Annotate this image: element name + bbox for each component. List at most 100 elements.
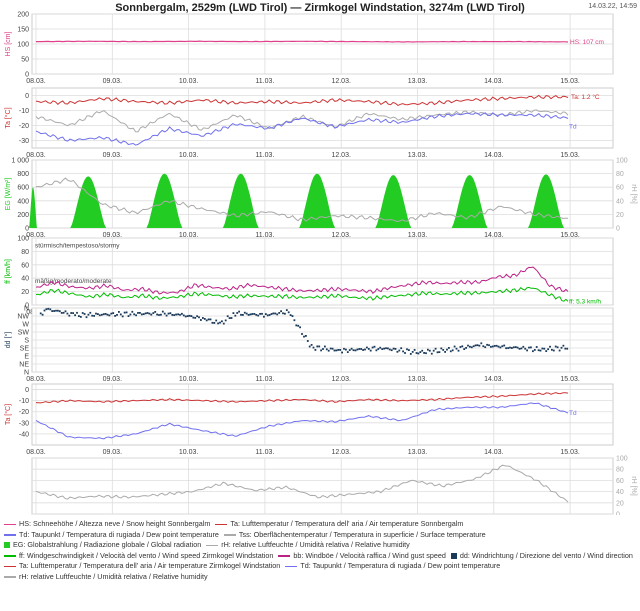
dir-point xyxy=(406,348,408,351)
temp2-x-tick-label: 09.03. xyxy=(103,449,123,456)
dir-point xyxy=(270,313,273,315)
dir-point xyxy=(411,351,414,353)
temp1-annotation: Ta: 1.2 °C xyxy=(571,93,600,101)
rh-y2-tick-label: 40 xyxy=(616,489,624,496)
dir-point xyxy=(524,347,527,350)
dir-point xyxy=(234,314,237,317)
dir-y-tick-label: NW xyxy=(17,314,29,321)
hs-y-tick-label: 150 xyxy=(17,27,29,34)
dir-point xyxy=(177,313,179,316)
temp2-y-tick-label: -40 xyxy=(19,431,29,438)
dir-point xyxy=(453,345,456,348)
dir-point xyxy=(339,349,342,351)
dir-point xyxy=(427,348,429,351)
dir-y-tick-label: S xyxy=(24,338,29,345)
dir-x-tick-label: 13.03. xyxy=(408,376,428,383)
timestamp: 14.03.22, 14:59 xyxy=(588,3,637,10)
legend-swatch xyxy=(4,576,16,578)
temp1-frame xyxy=(31,87,614,149)
dir-point xyxy=(337,349,340,351)
rad-x-tick-label: 09.03. xyxy=(103,232,123,239)
dir-point xyxy=(47,307,50,310)
dir-point xyxy=(226,315,229,318)
rad-y2-tick-label: 20 xyxy=(616,212,624,219)
dir-point xyxy=(148,312,151,315)
rh-y2-tick-label: 100 xyxy=(616,456,628,463)
temp1-x-tick-label: 08.03. xyxy=(26,152,46,159)
dir-point xyxy=(434,347,437,350)
temp2-annotation: Td xyxy=(569,410,577,417)
dir-point xyxy=(459,346,462,348)
rh-frame xyxy=(31,457,614,515)
temp2-x-tick-label: 15.03. xyxy=(560,449,580,456)
dir-point xyxy=(160,313,162,316)
dir-point xyxy=(179,313,181,316)
dir-point xyxy=(169,312,172,315)
dir-point xyxy=(560,346,563,349)
dir-point xyxy=(100,313,103,316)
temp2-panel: -40 -30 -20 -10 0 08.03. 09.03. 10.03. 11.03. 12.… xyxy=(4,383,614,456)
dir-point xyxy=(224,319,227,322)
dir-point xyxy=(455,347,458,350)
dir-point xyxy=(272,312,275,315)
dir-point xyxy=(129,313,132,316)
legend-row: HS: Schneehöhe / Altezza neve / Snow hei… xyxy=(4,519,638,530)
wind-annotation: ff: 5.3 km/h xyxy=(569,299,601,306)
temp2-x-tick-label: 14.03. xyxy=(484,449,504,456)
dir-point xyxy=(236,312,239,314)
dir-point xyxy=(335,349,338,352)
temp1-x-tick-label: 11.03. xyxy=(255,152,274,159)
legend-swatch xyxy=(285,565,298,567)
legend-swatch xyxy=(4,565,16,567)
wind-y-tick-label: 0 xyxy=(25,303,29,310)
dir-point xyxy=(79,316,82,318)
dir-point xyxy=(215,319,218,322)
legend-label: Td: Taupunkt / Temperatura di rugiada / … xyxy=(19,529,219,539)
dir-point xyxy=(369,349,372,352)
rad-eg-day-area xyxy=(451,175,488,228)
dir-point xyxy=(366,346,368,349)
rad-x-tick-label: 08.03. xyxy=(26,232,46,239)
rh-y2-label: rH [%] xyxy=(630,476,637,496)
dir-point xyxy=(543,347,546,350)
dir-point xyxy=(388,348,391,351)
dir-point xyxy=(425,352,427,355)
dir-point xyxy=(417,352,420,355)
dir-point xyxy=(503,344,506,347)
dir-point xyxy=(161,310,164,313)
dir-point xyxy=(497,345,500,348)
temp2-x-tick-label: 08.03. xyxy=(26,449,46,456)
dir-point xyxy=(356,348,359,351)
dir-point xyxy=(516,346,519,349)
dir-point xyxy=(152,312,155,314)
dir-point xyxy=(213,322,216,324)
dir-point xyxy=(154,311,157,313)
rad-x-tick-label: 10.03. xyxy=(179,232,199,239)
dir-point xyxy=(53,310,55,312)
legend-label: Ta: Lufttemperatur / Temperatura dell' a… xyxy=(230,519,464,528)
dir-point xyxy=(247,314,250,316)
dir-point xyxy=(522,345,525,348)
rh-series-rh xyxy=(35,464,569,503)
dir-point xyxy=(530,346,532,349)
wind-frame xyxy=(31,237,614,306)
dir-point xyxy=(392,347,395,350)
dir-point xyxy=(184,315,187,318)
dir-point xyxy=(97,313,99,315)
temp2-y-tick-label: -30 xyxy=(19,420,29,427)
dir-point xyxy=(343,347,345,350)
dir-point xyxy=(175,313,177,316)
temp1-series-ta xyxy=(35,94,569,106)
dir-point xyxy=(463,348,466,350)
temp1-x-tick-label: 09.03. xyxy=(103,152,123,159)
dir-point xyxy=(558,349,561,352)
dir-point xyxy=(285,309,288,311)
dir-point xyxy=(202,317,204,319)
dir-point xyxy=(448,347,450,349)
dir-point xyxy=(461,345,464,348)
dir-point xyxy=(287,311,290,314)
wind-y-label: ff [km/h] xyxy=(5,259,12,284)
legend-label: rH: relative Luftfeuchte / Umidità relat… xyxy=(221,540,410,549)
dir-point xyxy=(238,310,240,313)
